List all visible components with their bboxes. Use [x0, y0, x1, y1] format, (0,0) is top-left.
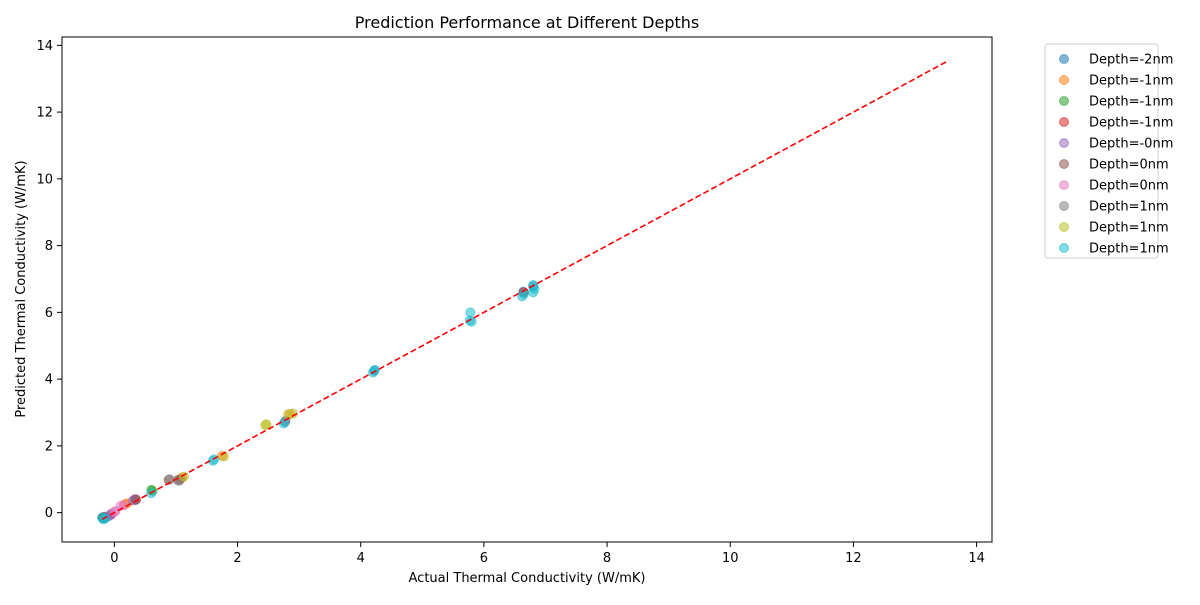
x-tick-label: 10 — [722, 551, 739, 566]
data-point — [278, 418, 289, 429]
y-tick-label: 8 — [45, 239, 53, 254]
x-tick-label: 6 — [480, 551, 488, 566]
y-tick-label: 10 — [36, 172, 53, 187]
legend-marker — [1059, 180, 1069, 190]
legend-label: Depth=1nm — [1089, 242, 1169, 257]
x-tick-label: 14 — [968, 551, 985, 566]
data-point — [178, 471, 189, 482]
legend-label: Depth=0nm — [1089, 158, 1169, 173]
legend-label: Depth=-1nm — [1089, 74, 1173, 89]
data-point — [130, 494, 141, 505]
reference-line — [101, 59, 950, 521]
axis-ticks: 0 2 4 6 8 10 12 14 0 2 4 6 8 10 12 14 — [36, 39, 984, 566]
legend-label: Depth=-1nm — [1089, 95, 1173, 110]
x-tick-label: 0 — [110, 551, 118, 566]
y-tick-label: 0 — [45, 506, 53, 521]
legend-marker — [1059, 75, 1069, 85]
legend: Depth=-2nm Depth=-1nm Depth=-1nm Depth=-1nm… — [1044, 43, 1173, 259]
legend-marker — [1059, 138, 1069, 148]
plot-area-frame — [61, 36, 993, 543]
chart-title: Prediction Performance at Different Dept… — [355, 13, 699, 32]
y-tick-label: 4 — [45, 373, 53, 388]
legend-label: Depth=0nm — [1089, 179, 1169, 194]
y-axis-label: Predicted Thermal Conductivity (W/mK) — [14, 160, 29, 417]
x-tick-label: 2 — [233, 551, 241, 566]
y-tick-label: 14 — [36, 39, 53, 54]
legend-marker — [1059, 243, 1069, 253]
legend-label: Depth=1nm — [1089, 200, 1169, 215]
data-point — [261, 419, 272, 430]
x-tick-label: 12 — [845, 551, 862, 566]
y-tick-label: 12 — [36, 106, 53, 121]
legend-marker — [1059, 54, 1069, 64]
legend-marker — [1059, 201, 1069, 211]
y-tick-label: 6 — [45, 306, 53, 321]
legend-marker — [1059, 96, 1069, 106]
legend-marker — [1059, 222, 1069, 232]
legend-label: Depth=1nm — [1089, 221, 1169, 236]
legend-frame — [1044, 43, 1159, 259]
x-axis-label: Actual Thermal Conductivity (W/mK) — [409, 571, 646, 586]
legend-label: Depth=-1nm — [1089, 116, 1173, 131]
y-tick-label: 2 — [45, 439, 53, 454]
legend-marker — [1059, 117, 1069, 127]
legend-label: Depth=-0nm — [1089, 137, 1173, 152]
reference-line-layer — [101, 59, 950, 521]
legend-label: Depth=-2nm — [1089, 53, 1173, 68]
legend-marker — [1059, 159, 1069, 169]
x-tick-label: 4 — [357, 551, 365, 566]
data-points — [97, 279, 540, 525]
data-point — [283, 409, 294, 420]
x-tick-label: 8 — [603, 551, 611, 566]
